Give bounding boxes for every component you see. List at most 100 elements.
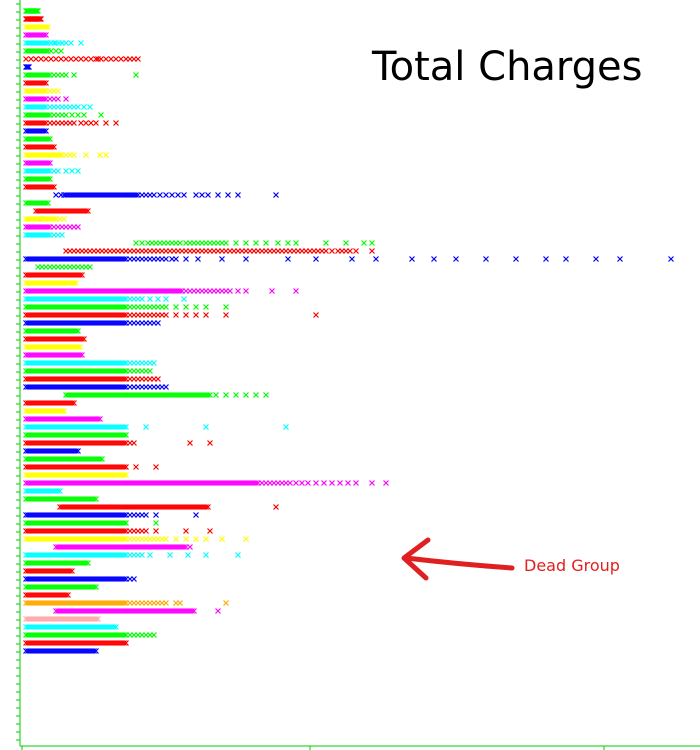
series-row — [23, 352, 85, 358]
point-marker — [69, 112, 75, 118]
point-marker — [123, 464, 129, 470]
point-marker — [135, 56, 141, 62]
point-marker — [55, 88, 61, 94]
point-marker — [78, 120, 84, 126]
point-marker — [41, 88, 47, 94]
point-marker — [63, 168, 69, 174]
point-marker — [93, 496, 99, 502]
series-row — [23, 288, 299, 294]
point-marker — [43, 200, 49, 206]
point-marker — [163, 384, 169, 390]
point-marker — [121, 472, 127, 478]
series-row — [23, 512, 199, 518]
series-row — [23, 496, 99, 502]
point-marker — [78, 56, 84, 62]
point-marker — [83, 560, 89, 566]
series-row — [23, 96, 69, 102]
series-row — [53, 192, 279, 198]
point-marker — [285, 240, 291, 246]
point-marker — [203, 536, 209, 542]
dead-group-arrow — [401, 537, 515, 581]
series-row — [23, 296, 187, 302]
point-marker — [273, 504, 279, 510]
point-marker — [369, 248, 375, 254]
point-marker — [45, 224, 51, 230]
point-marker — [97, 152, 103, 158]
series-row — [23, 104, 93, 110]
point-marker — [187, 544, 193, 550]
point-marker — [69, 168, 75, 174]
series-row — [23, 88, 61, 94]
point-marker — [163, 256, 169, 262]
point-marker — [47, 136, 53, 142]
point-marker — [353, 248, 359, 254]
point-marker — [118, 56, 124, 62]
series-row — [23, 8, 41, 14]
point-marker — [203, 312, 209, 318]
point-marker — [173, 536, 179, 542]
series-row — [23, 568, 75, 574]
point-marker — [207, 440, 213, 446]
point-marker — [45, 136, 51, 142]
arrow-head — [401, 537, 431, 581]
point-marker — [151, 360, 157, 366]
point-marker — [121, 536, 127, 542]
series-row — [23, 256, 674, 262]
point-marker — [243, 392, 249, 398]
point-marker — [75, 448, 81, 454]
point-marker — [155, 296, 161, 302]
series-row — [23, 528, 213, 534]
point-marker — [63, 56, 69, 62]
point-marker — [133, 192, 139, 198]
series-row — [133, 240, 375, 246]
point-marker — [91, 584, 97, 590]
point-marker — [43, 24, 49, 30]
point-marker — [183, 528, 189, 534]
point-marker — [193, 304, 199, 310]
series-row — [63, 248, 375, 254]
point-marker — [263, 392, 269, 398]
series-row — [23, 200, 51, 206]
point-marker — [43, 56, 49, 62]
point-marker — [51, 216, 57, 222]
point-marker — [113, 120, 119, 126]
point-marker — [147, 552, 153, 558]
point-marker — [24, 64, 30, 70]
point-marker — [543, 256, 549, 262]
point-marker — [55, 168, 61, 174]
point-marker — [121, 520, 127, 526]
point-marker — [369, 480, 375, 486]
series-row — [23, 32, 49, 38]
point-marker — [95, 416, 101, 422]
point-marker — [113, 624, 119, 630]
series-row — [23, 408, 67, 414]
point-marker — [253, 240, 259, 246]
series-row — [23, 224, 81, 230]
series-row — [23, 640, 129, 646]
point-marker — [65, 592, 71, 598]
point-marker — [269, 288, 275, 294]
point-marker — [88, 120, 94, 126]
point-marker — [353, 480, 359, 486]
point-marker — [233, 392, 239, 398]
point-marker — [41, 128, 47, 134]
point-marker — [163, 536, 169, 542]
point-marker — [53, 48, 59, 54]
series-row — [23, 136, 53, 142]
point-marker — [93, 648, 99, 654]
point-marker — [323, 240, 329, 246]
point-marker — [79, 272, 85, 278]
point-marker — [75, 224, 81, 230]
point-marker — [169, 192, 175, 198]
point-marker — [25, 64, 31, 70]
point-marker — [189, 608, 195, 614]
point-marker — [313, 480, 319, 486]
point-marker — [349, 256, 355, 262]
point-marker — [361, 240, 367, 246]
point-marker — [71, 72, 77, 78]
point-marker — [121, 552, 127, 558]
point-marker — [215, 608, 221, 614]
point-marker — [593, 256, 599, 262]
point-marker — [93, 56, 99, 62]
point-marker — [299, 480, 305, 486]
